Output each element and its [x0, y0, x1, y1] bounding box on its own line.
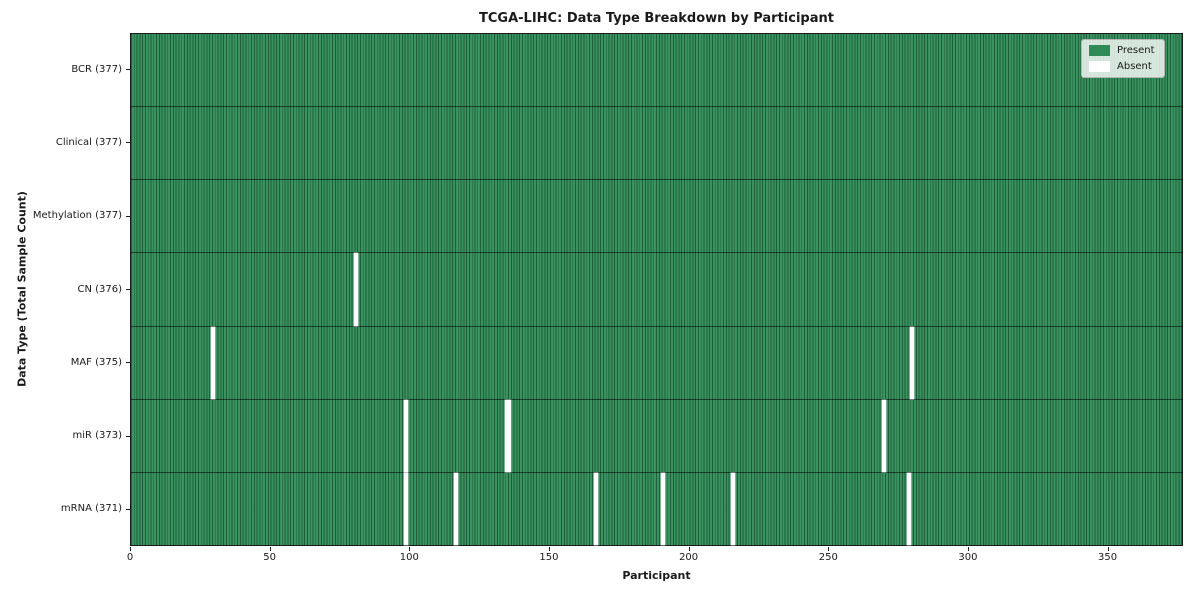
- x-tick: [409, 547, 411, 551]
- y-tick: [126, 508, 130, 510]
- x-tick-label: 0: [126, 552, 134, 563]
- y-tick: [126, 362, 130, 364]
- y-tick: [126, 289, 130, 290]
- heatmap-row-bcr: [131, 34, 1182, 108]
- x-tick: [688, 547, 690, 551]
- y-tick-label: miR (373): [72, 430, 122, 442]
- legend-label: Present: [1117, 45, 1155, 56]
- absent-mark: [906, 472, 911, 545]
- y-tick-label: MAF (375): [70, 356, 122, 368]
- x-tick-label: 150: [539, 552, 559, 563]
- y-tick: [126, 69, 130, 71]
- x-tick-label: 50: [263, 552, 277, 563]
- y-tick: [126, 435, 130, 437]
- heatmap-row-mir: [131, 399, 1182, 473]
- heatmap-row-clinical: [131, 107, 1182, 181]
- legend-swatch-icon: [1089, 45, 1110, 56]
- y-tick-label: BCR (377): [71, 63, 122, 75]
- y-tick-label: CN (376): [77, 283, 122, 295]
- y-tick-label: Clinical (377): [55, 136, 122, 148]
- x-tick: [548, 547, 550, 551]
- x-axis-label: Participant: [622, 569, 691, 582]
- x-tick: [828, 547, 830, 551]
- absent-mark: [404, 472, 409, 545]
- heatmap-row-methylation: [131, 180, 1182, 254]
- x-tick: [1107, 547, 1109, 551]
- y-tick-label: Methylation (377): [32, 210, 122, 222]
- x-tick: [269, 547, 271, 551]
- legend-item-absent: Absent: [1089, 61, 1155, 72]
- absent-mark: [353, 253, 358, 326]
- x-tick-label: 250: [818, 552, 838, 563]
- y-tick-label: mRNA (371): [60, 503, 122, 515]
- heatmap-row-cn: [131, 253, 1182, 327]
- absent-mark: [404, 399, 409, 472]
- absent-mark: [211, 326, 216, 399]
- absent-mark: [507, 399, 512, 472]
- plot-area: [130, 33, 1183, 546]
- absent-mark: [594, 472, 599, 545]
- x-tick-label: 350: [1098, 552, 1118, 563]
- heatmap-row-mrna: [131, 472, 1182, 545]
- x-tick: [967, 547, 969, 551]
- absent-mark: [730, 472, 735, 545]
- chart-title: TCGA-LIHC: Data Type Breakdown by Partic…: [479, 11, 834, 26]
- legend-label: Absent: [1117, 61, 1152, 72]
- heatmap-row-maf: [131, 326, 1182, 400]
- legend-swatch-icon: [1089, 61, 1110, 72]
- absent-mark: [454, 472, 459, 545]
- x-tick-label: 100: [399, 552, 419, 563]
- absent-mark: [909, 326, 914, 399]
- y-tick: [126, 215, 130, 217]
- absent-mark: [881, 399, 886, 472]
- legend-item-present: Present: [1089, 45, 1155, 56]
- x-tick-label: 300: [958, 552, 978, 563]
- absent-mark: [661, 472, 666, 545]
- absent-mark: [504, 399, 509, 472]
- x-tick: [130, 547, 131, 551]
- y-tick: [126, 142, 130, 144]
- legend: Present Absent: [1081, 39, 1165, 78]
- x-tick-label: 200: [679, 552, 699, 563]
